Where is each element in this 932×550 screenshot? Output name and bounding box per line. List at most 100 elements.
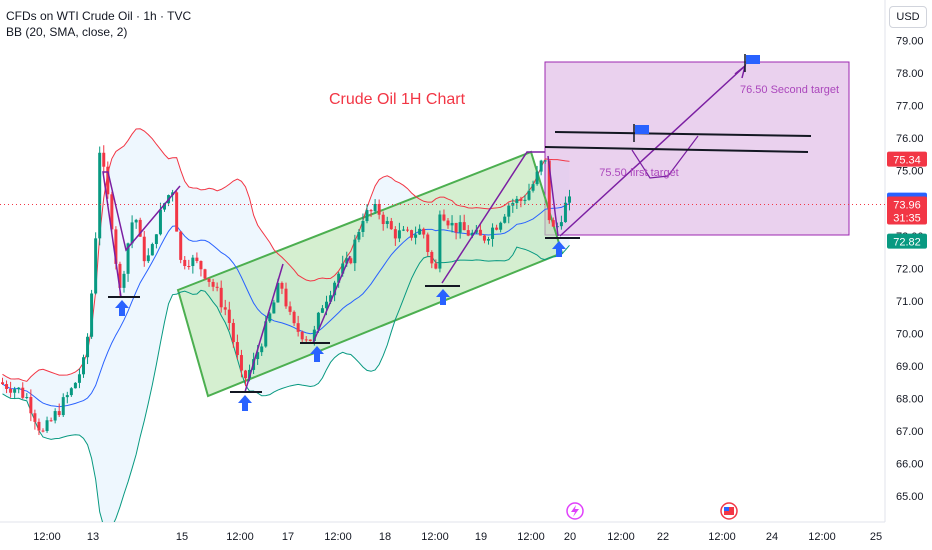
price-tick: 66.00 (896, 459, 924, 471)
zigzag-path-4[interactable] (441, 151, 545, 284)
candle-body (559, 222, 563, 227)
candle-body (45, 420, 49, 432)
price-axis[interactable]: 65.00 66.00 67.00 68.00 69.00 70.00 71.00 72.00… (896, 36, 924, 504)
candle-body (406, 229, 409, 231)
zigzag-path-5[interactable] (547, 155, 559, 237)
candle (369, 208, 373, 218)
currency-button[interactable]: USD (889, 6, 927, 28)
time-tick: 12:00 (708, 531, 736, 543)
candle-body (325, 301, 328, 309)
candle-body (21, 387, 25, 398)
projection-zigzag[interactable] (631, 135, 699, 179)
time-tick-label: 12:00 (607, 531, 635, 543)
candle (438, 210, 442, 273)
candle (45, 416, 49, 433)
time-axis[interactable]: 12:00 13 15 12:00 17 12:00 18 12:00 19 12:00 20 12:… (33, 502, 882, 543)
candle-body (543, 160, 547, 162)
zigzag-path-2[interactable] (244, 263, 284, 393)
candle-body (478, 229, 482, 236)
time-tick-label: 15 (176, 531, 188, 543)
candle-body (17, 387, 21, 390)
candle-body (25, 397, 29, 399)
candle-body (49, 420, 53, 422)
lightning-event-icon[interactable] (566, 502, 584, 520)
time-tick-label: 25 (870, 531, 882, 543)
candle (406, 226, 409, 233)
candle-body (438, 214, 442, 269)
candle (5, 380, 9, 394)
candle (86, 333, 90, 365)
candle (272, 299, 276, 314)
candle-body (199, 261, 203, 270)
candle (239, 349, 243, 378)
candle-body (53, 411, 57, 421)
candle-body (361, 221, 365, 232)
candle-body (114, 229, 118, 264)
candle-body (175, 192, 179, 232)
chart-annotation-title: Crude Oil 1H Chart (329, 91, 466, 108)
candle (450, 215, 454, 233)
candle-body (531, 184, 535, 191)
candle-body (296, 323, 300, 332)
projection-arrow-line[interactable] (559, 65, 746, 237)
candle-body (487, 238, 490, 241)
flag-2 (746, 55, 760, 64)
candle-body (260, 346, 264, 353)
candle (53, 408, 57, 424)
price-tag-label: 73.96 (893, 200, 921, 212)
price-tick: 76.00 (896, 133, 924, 145)
up-arrow-icon (552, 241, 566, 257)
candle (77, 368, 81, 389)
indicator-legend: BB (20, SMA, close, 2) (6, 25, 128, 39)
time-tick: 12:00 (808, 531, 836, 543)
candle-body (495, 227, 499, 230)
price-tag: 72.82 (887, 233, 927, 249)
first-target-label: 75.50 first target (599, 167, 679, 179)
resistance-line-1[interactable] (554, 131, 812, 137)
resistance-line-2[interactable] (544, 146, 809, 153)
price-tag-label: 75.34 (893, 155, 921, 167)
candle-body (98, 152, 102, 239)
candle-body (527, 190, 531, 200)
candle-body (272, 302, 276, 314)
time-tick: 12:00 (517, 531, 545, 543)
candle-body (377, 204, 381, 215)
time-tick: 12:00 (226, 531, 254, 543)
candle-body (264, 321, 268, 347)
candle (539, 159, 543, 176)
price-tick-label: 66.00 (896, 459, 924, 471)
price-tag-bg (887, 233, 927, 249)
up-arrow-1 (115, 300, 129, 316)
time-tick-label: 12:00 (421, 531, 449, 543)
candle-body (503, 216, 507, 223)
candle-body (142, 236, 146, 262)
time-tick: 17 (282, 531, 294, 543)
candle (110, 191, 114, 233)
candle-body (426, 234, 430, 252)
drawings[interactable] (102, 54, 812, 411)
candle-body (69, 388, 73, 396)
candle (568, 189, 571, 211)
price-tick: 79.00 (896, 36, 924, 48)
price-tick: 67.00 (896, 426, 924, 438)
candle-body (203, 269, 207, 279)
candle-body (94, 238, 98, 294)
candle-body (337, 273, 341, 283)
candle-body (9, 388, 13, 393)
candle (268, 312, 272, 323)
us-flag-event-icon[interactable] (720, 502, 738, 520)
candle-body (118, 263, 122, 288)
candle-body (515, 198, 519, 203)
zigzag-path-3[interactable] (312, 255, 351, 344)
candle (219, 280, 223, 313)
time-tick-label: 12:00 (226, 531, 254, 543)
zigzag-path-1[interactable] (102, 171, 181, 298)
candle (462, 214, 466, 231)
candle (491, 223, 495, 247)
time-tick-label: 19 (475, 531, 487, 543)
candle (519, 196, 523, 208)
time-tick-label: 12:00 (324, 531, 352, 543)
candle-body (284, 288, 288, 307)
candle-body (373, 204, 377, 212)
